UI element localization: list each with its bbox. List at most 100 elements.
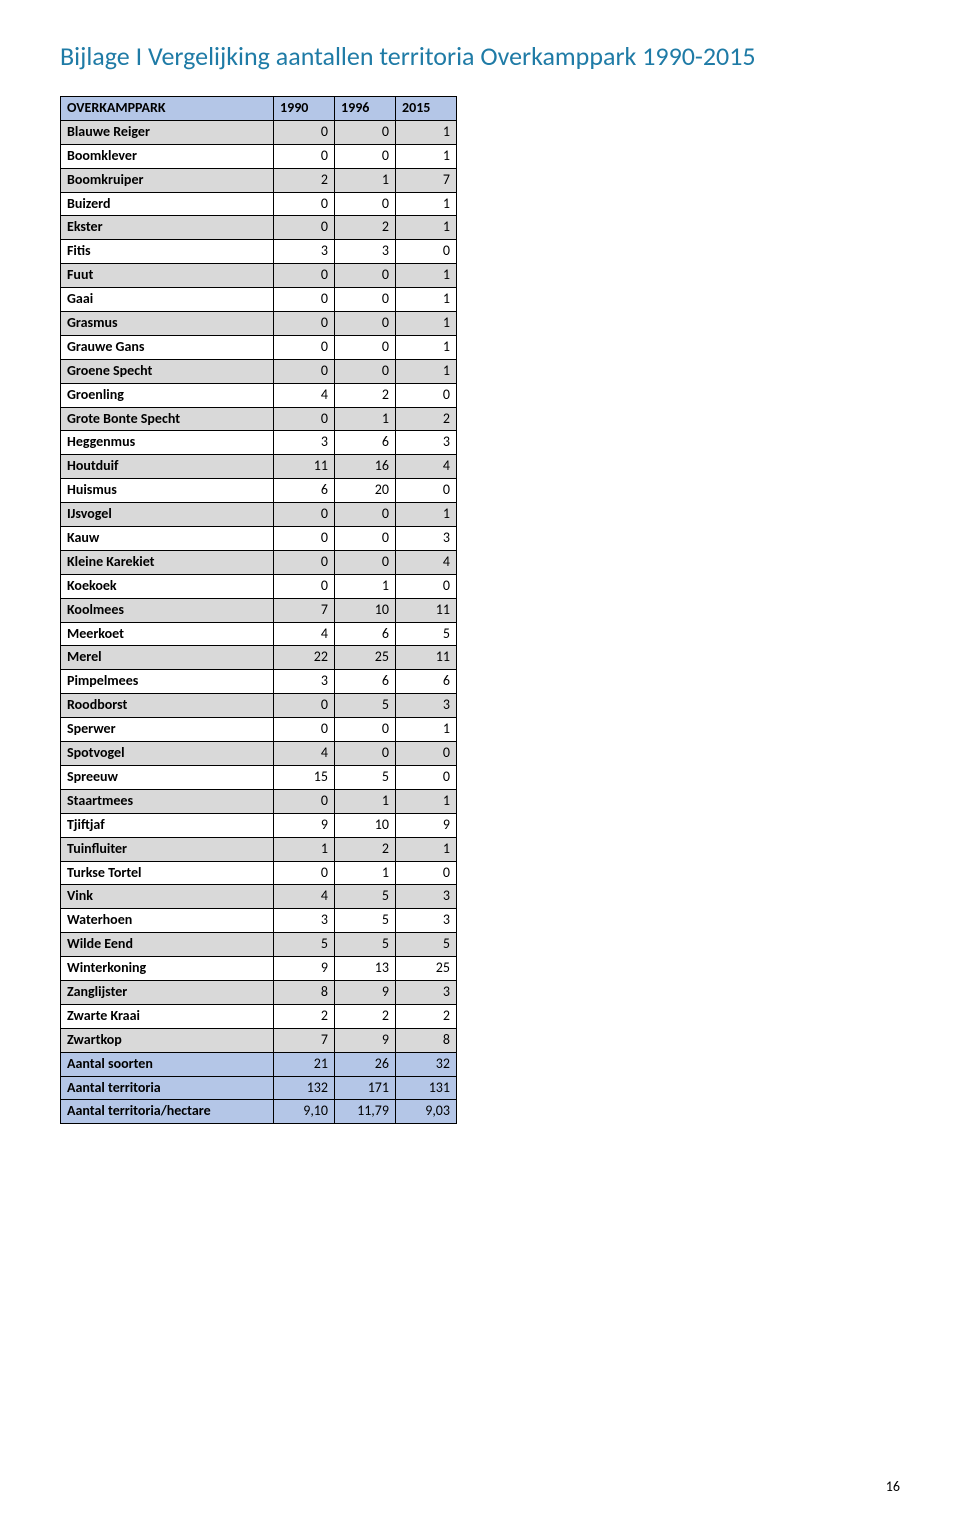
row-value: 2 [274, 1004, 335, 1028]
table-row: Turkse Tortel010 [61, 861, 457, 885]
row-value: 0 [396, 383, 457, 407]
row-label: Meerkoet [61, 622, 274, 646]
table-row: Meerkoet465 [61, 622, 457, 646]
row-value: 25 [396, 957, 457, 981]
row-value: 4 [274, 383, 335, 407]
row-value: 171 [335, 1076, 396, 1100]
row-label: Roodborst [61, 694, 274, 718]
row-label: Aantal territoria/hectare [61, 1100, 274, 1124]
row-value: 0 [396, 479, 457, 503]
table-row: Blauwe Reiger001 [61, 120, 457, 144]
row-value: 1 [396, 288, 457, 312]
row-value: 2 [274, 168, 335, 192]
row-value: 0 [335, 718, 396, 742]
row-label: Wilde Eend [61, 933, 274, 957]
row-value: 6 [335, 622, 396, 646]
table-row: Sperwer001 [61, 718, 457, 742]
row-label: Spreeuw [61, 765, 274, 789]
row-value: 7 [274, 1028, 335, 1052]
row-value: 1 [396, 335, 457, 359]
table-row: Tuinfluiter121 [61, 837, 457, 861]
row-value: 1 [335, 861, 396, 885]
row-value: 4 [274, 742, 335, 766]
table-row: Zwartkop798 [61, 1028, 457, 1052]
page-title: Bijlage I Vergelijking aantallen territo… [60, 40, 900, 72]
row-label: Aantal territoria [61, 1076, 274, 1100]
row-value: 1 [396, 216, 457, 240]
row-value: 7 [274, 598, 335, 622]
row-label: Ekster [61, 216, 274, 240]
row-value: 3 [396, 527, 457, 551]
row-value: 1 [335, 789, 396, 813]
row-label: Gaai [61, 288, 274, 312]
row-value: 2 [335, 837, 396, 861]
table-row: Spreeuw1550 [61, 765, 457, 789]
row-value: 25 [335, 646, 396, 670]
row-value: 0 [396, 240, 457, 264]
row-label: Turkse Tortel [61, 861, 274, 885]
row-value: 3 [396, 909, 457, 933]
row-value: 0 [274, 789, 335, 813]
row-label: Winterkoning [61, 957, 274, 981]
row-label: Groenling [61, 383, 274, 407]
header-year-2: 2015 [396, 97, 457, 121]
row-value: 20 [335, 479, 396, 503]
table-row: Kleine Karekiet004 [61, 550, 457, 574]
table-row: Heggenmus363 [61, 431, 457, 455]
header-label: OVERKAMPPARK [61, 97, 274, 121]
row-value: 5 [396, 933, 457, 957]
table-row: Groene Specht001 [61, 359, 457, 383]
row-label: Kauw [61, 527, 274, 551]
table-row: Grasmus001 [61, 312, 457, 336]
table-header-row: OVERKAMPPARK 1990 1996 2015 [61, 97, 457, 121]
row-value: 7 [396, 168, 457, 192]
row-value: 0 [274, 359, 335, 383]
row-value: 3 [274, 909, 335, 933]
row-label: Spotvogel [61, 742, 274, 766]
row-value: 0 [335, 120, 396, 144]
row-value: 1 [396, 120, 457, 144]
row-value: 3 [396, 980, 457, 1004]
table-row: Huismus6200 [61, 479, 457, 503]
row-value: 0 [335, 527, 396, 551]
table-row: Fitis330 [61, 240, 457, 264]
row-value: 21 [274, 1052, 335, 1076]
row-value: 0 [274, 144, 335, 168]
row-value: 9 [335, 980, 396, 1004]
row-value: 11 [274, 455, 335, 479]
row-value: 6 [335, 670, 396, 694]
table-row: Fuut001 [61, 264, 457, 288]
row-value: 0 [335, 312, 396, 336]
row-value: 1 [396, 503, 457, 527]
row-value: 0 [335, 192, 396, 216]
row-value: 0 [274, 120, 335, 144]
row-value: 0 [335, 335, 396, 359]
row-value: 10 [335, 598, 396, 622]
row-label: Kleine Karekiet [61, 550, 274, 574]
header-year-1: 1996 [335, 97, 396, 121]
row-label: Blauwe Reiger [61, 120, 274, 144]
row-value: 9 [274, 957, 335, 981]
row-value: 0 [274, 694, 335, 718]
table-row: Vink453 [61, 885, 457, 909]
row-label: Heggenmus [61, 431, 274, 455]
row-value: 1 [396, 718, 457, 742]
row-value: 0 [274, 574, 335, 598]
row-label: Tuinfluiter [61, 837, 274, 861]
row-value: 9 [335, 1028, 396, 1052]
row-value: 4 [396, 455, 457, 479]
row-value: 0 [274, 550, 335, 574]
row-value: 5 [335, 765, 396, 789]
row-value: 0 [274, 407, 335, 431]
row-label: Grauwe Gans [61, 335, 274, 359]
row-value: 3 [274, 240, 335, 264]
row-value: 3 [274, 431, 335, 455]
row-value: 0 [274, 335, 335, 359]
row-value: 0 [335, 550, 396, 574]
row-value: 0 [396, 574, 457, 598]
comparison-table: OVERKAMPPARK 1990 1996 2015 Blauwe Reige… [60, 96, 457, 1124]
row-label: Houtduif [61, 455, 274, 479]
row-value: 8 [274, 980, 335, 1004]
row-label: Buizerd [61, 192, 274, 216]
row-value: 1 [396, 359, 457, 383]
